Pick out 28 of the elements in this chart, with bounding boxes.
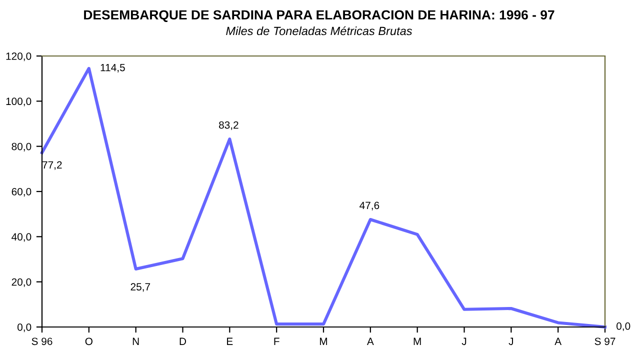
- x-tick-label: A: [554, 338, 562, 345]
- x-tick-label: M: [414, 338, 421, 345]
- x-tick-label: M: [320, 338, 327, 345]
- data-label: 47,6: [360, 202, 380, 210]
- y-tick-label: 80,0: [12, 142, 32, 152]
- x-tick-label: D: [180, 338, 186, 345]
- chart-title: DESEMBARQUE DE SARDINA PARA ELABORACION DE HARINA: 1996 - 97: [84, 10, 554, 22]
- chart-subtitle: Miles de Toneladas Métricas Brutas: [226, 26, 412, 36]
- x-tick-label: F: [274, 338, 280, 345]
- x-tick-label: N: [132, 338, 139, 345]
- y-tick-label: 60,0: [12, 188, 32, 197]
- y-tick-label: 0,0: [18, 324, 32, 332]
- x-tick-label: A: [366, 338, 374, 345]
- y-tick-label: 100,0: [6, 98, 32, 106]
- data-label: 114,5: [100, 64, 125, 72]
- y-tick-label: 40,0: [12, 233, 32, 242]
- x-tick-label: S 97: [594, 338, 616, 346]
- data-label: 83,2: [219, 121, 238, 130]
- x-tick-label: E: [227, 338, 233, 345]
- data-label: 0,0: [616, 322, 630, 332]
- x-tick-label: O: [85, 338, 92, 346]
- y-tick-label: 20,0: [12, 278, 32, 287]
- x-tick-label: J: [462, 338, 466, 346]
- data-label: 25,7: [130, 283, 150, 292]
- data-label: 77,2: [42, 161, 62, 170]
- y-tick-label: 120,0: [6, 52, 32, 62]
- x-tick-label: J: [508, 338, 513, 346]
- x-tick-label: S 96: [32, 338, 52, 346]
